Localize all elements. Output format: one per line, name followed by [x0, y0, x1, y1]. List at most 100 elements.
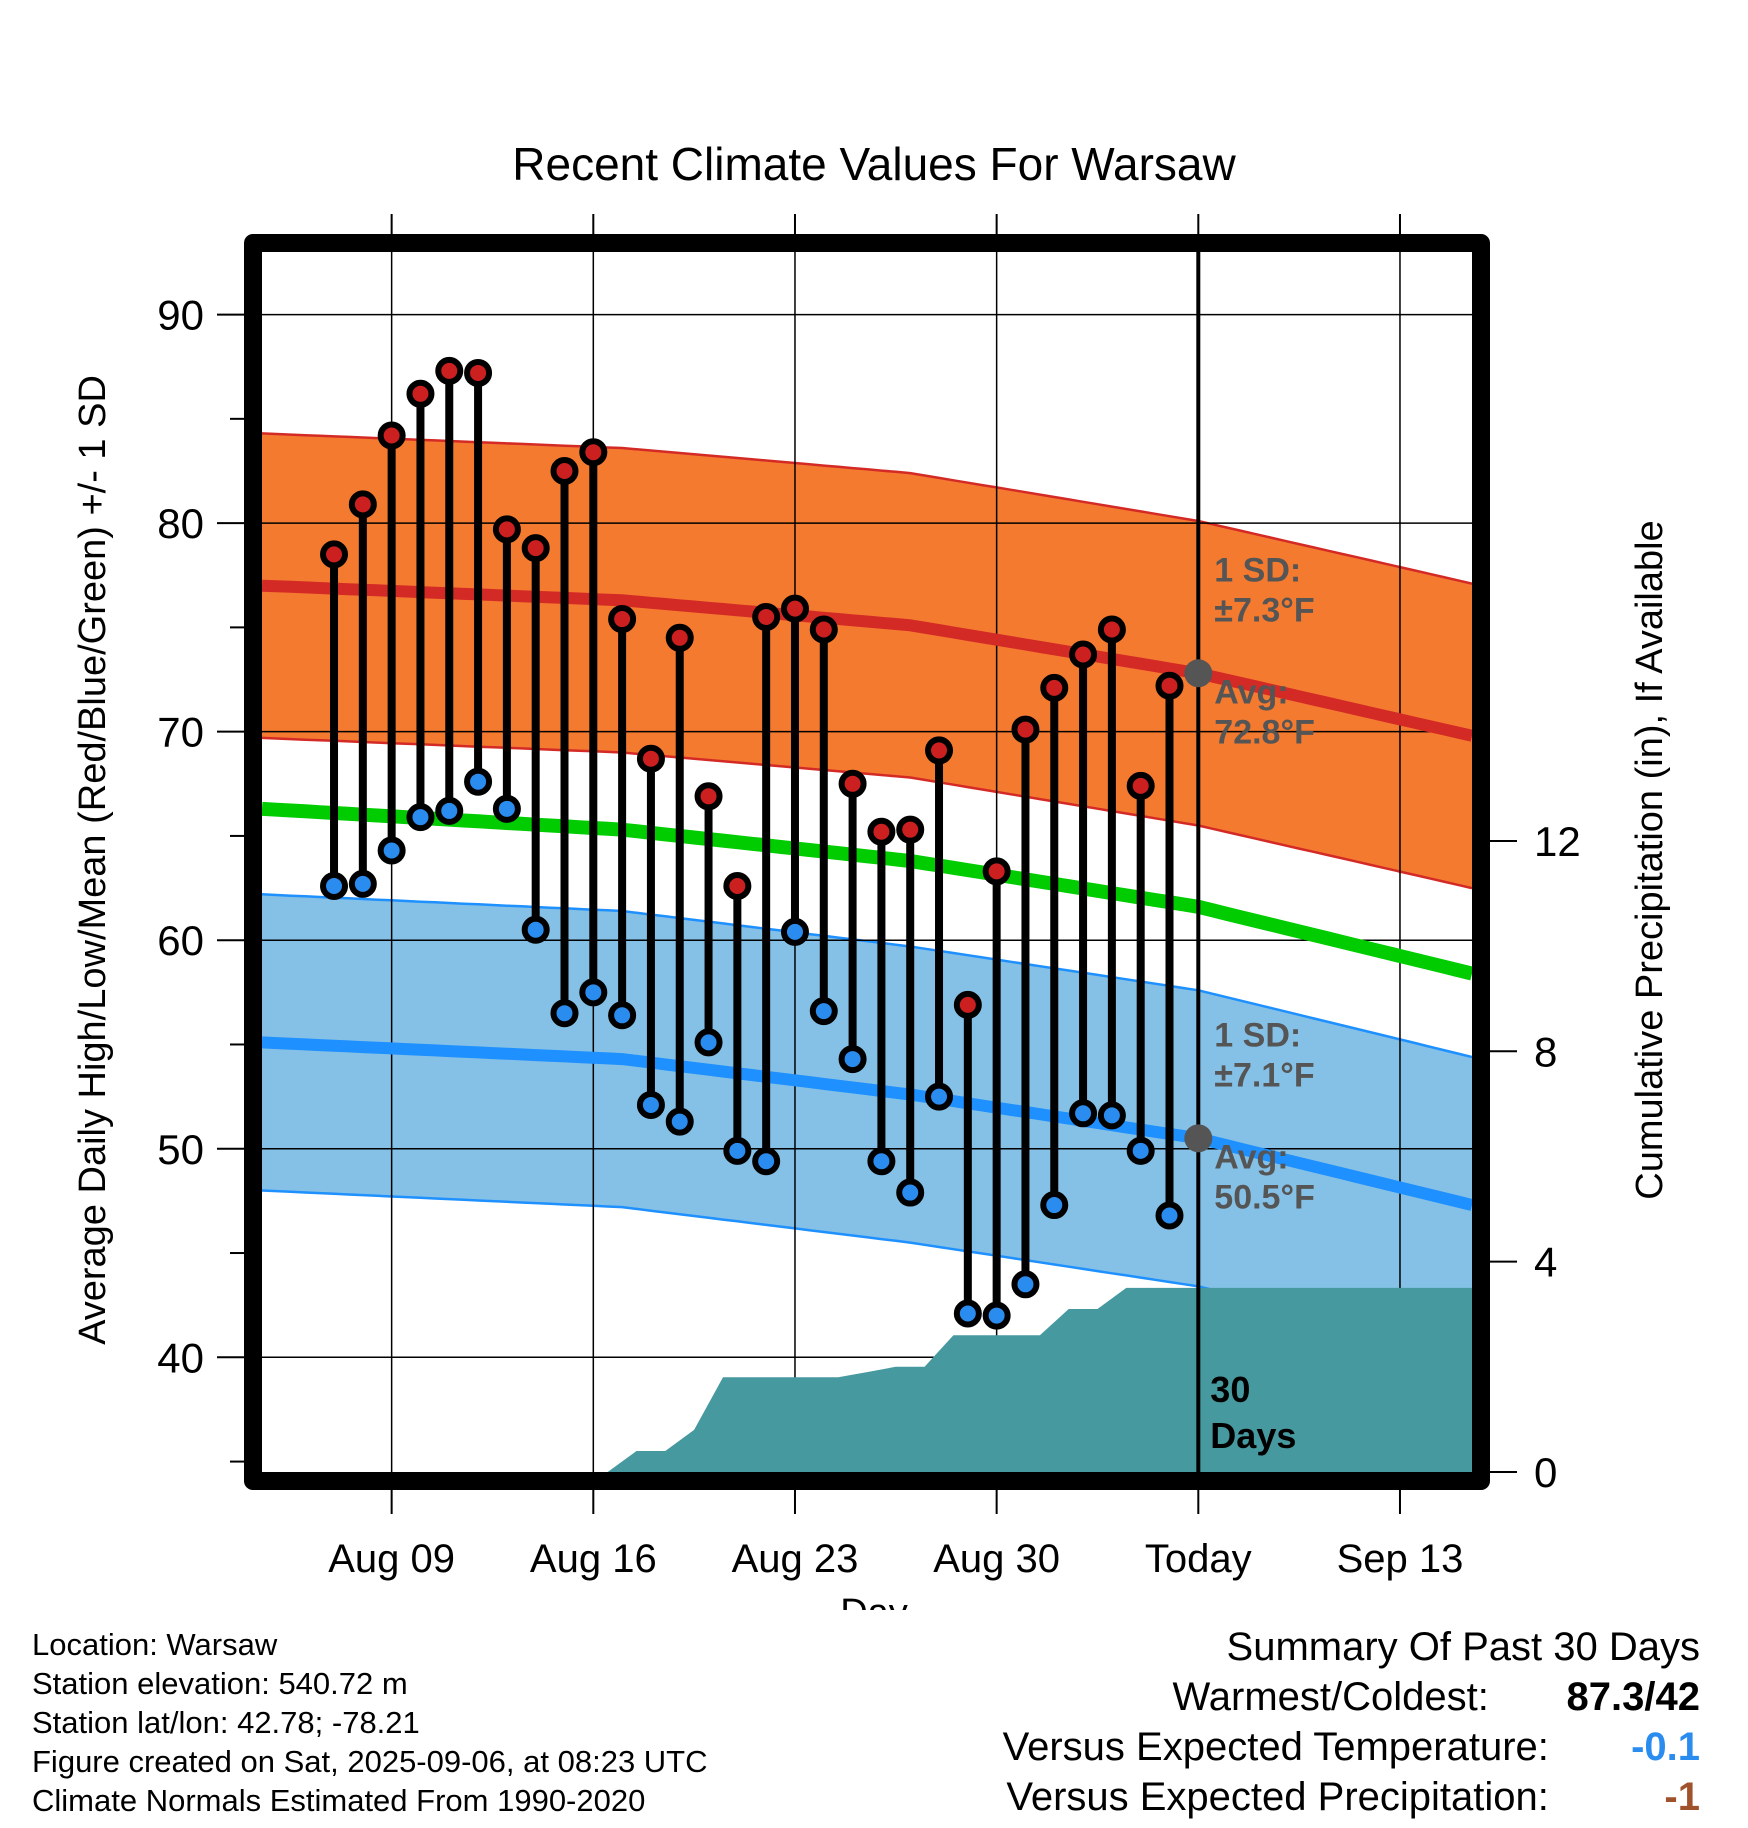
obs-low-point — [723, 1136, 752, 1165]
obs-low-point — [896, 1178, 925, 1207]
obs-low-point — [1155, 1201, 1184, 1230]
summary-warmest-row: Warmest/Coldest: 87.3/42 — [1003, 1672, 1701, 1722]
x-axis-label: Day — [840, 1592, 908, 1610]
low-sd-value: ±7.1°F — [1214, 1056, 1314, 1094]
plot-frame — [244, 234, 1490, 1490]
window-count-label: 30 — [1210, 1369, 1250, 1410]
normal-mean-line — [262, 801, 1472, 981]
obs-high-point — [809, 615, 838, 644]
obs-low-point — [925, 1082, 954, 1111]
high-avg-label: Avg: — [1214, 673, 1288, 711]
y-tick-label: 50 — [157, 1126, 204, 1173]
summary-title: Summary Of Past 30 Days — [1226, 1625, 1700, 1669]
obs-high-point — [867, 817, 896, 846]
obs-low-point — [752, 1147, 781, 1176]
y-tick-label: 80 — [157, 500, 204, 547]
low-avg-label: Avg: — [1214, 1138, 1288, 1176]
obs-high-point — [838, 769, 867, 798]
warmest-label: Warmest/Coldest: — [1172, 1675, 1489, 1719]
obs-high-point — [406, 379, 435, 408]
precipitation-area — [262, 1287, 1472, 1472]
obs-high-point — [320, 540, 349, 569]
obs-low-point — [406, 803, 435, 832]
y-tick-label: 90 — [157, 292, 204, 339]
obs-high-point — [492, 515, 521, 544]
x-tick-label: Aug 09 — [328, 1537, 455, 1581]
y2-axis-label: Cumulative Precipitation (in), If Availa… — [1629, 520, 1671, 1199]
obs-high-point — [608, 605, 637, 634]
climate-chart: Recent Climate Values For Warsaw 4050607… — [72, 138, 1671, 1610]
obs-high-point — [723, 871, 752, 900]
warmest-value: 87.3/42 — [1566, 1675, 1700, 1719]
obs-low-point — [608, 1001, 637, 1030]
today-low-marker — [1184, 1124, 1213, 1153]
elevation-text: Station elevation: 540.72 m — [32, 1666, 408, 1701]
obs-high-point — [665, 623, 694, 652]
x-tick-label: Today — [1145, 1537, 1252, 1581]
obs-high-point — [982, 857, 1011, 886]
obs-high-point — [377, 421, 406, 450]
obs-high-point — [1155, 671, 1184, 700]
obs-high-point — [925, 736, 954, 765]
obs-low-point — [665, 1107, 694, 1136]
latlon-text: Station lat/lon: 42.78; -78.21 — [32, 1705, 420, 1740]
x-tick-label: Sep 13 — [1337, 1537, 1464, 1581]
obs-low-point — [1011, 1270, 1040, 1299]
obs-high-point — [464, 358, 493, 387]
obs-low-point — [838, 1045, 867, 1074]
high-band-upper-edge — [262, 432, 1472, 585]
normal-high-line — [262, 579, 1472, 742]
obs-high-point — [1126, 771, 1155, 800]
obs-high-point — [636, 744, 665, 773]
obs-high-point — [521, 534, 550, 563]
obs-high-point — [694, 782, 723, 811]
normals-text: Climate Normals Estimated From 1990-2020 — [32, 1783, 646, 1818]
x-tick-label: Aug 23 — [732, 1537, 859, 1581]
high-sd-label: 1 SD: — [1214, 551, 1301, 589]
obs-low-point — [320, 871, 349, 900]
obs-high-point — [550, 456, 579, 485]
y2-tick-label: 12 — [1534, 818, 1581, 865]
temp-value: -0.1 — [1631, 1725, 1700, 1769]
obs-high-point — [752, 602, 781, 631]
obs-low-point — [579, 978, 608, 1007]
window-unit-label: Days — [1210, 1415, 1296, 1456]
obs-high-point — [1011, 715, 1040, 744]
y2-tick-label: 4 — [1534, 1239, 1557, 1286]
y-tick-label: 60 — [157, 917, 204, 964]
y2-tick-label: 8 — [1534, 1028, 1557, 1075]
obs-low-point — [636, 1090, 665, 1119]
y-tick-label: 40 — [157, 1334, 204, 1381]
high-avg-value: 72.8°F — [1214, 713, 1315, 751]
obs-low-point — [809, 997, 838, 1026]
x-tick-label: Aug 30 — [933, 1537, 1060, 1581]
created-text: Figure created on Sat, 2025-09-06, at 08… — [32, 1744, 708, 1779]
low-sd-label: 1 SD: — [1214, 1016, 1301, 1054]
precip-label: Versus Expected Precipitation: — [1006, 1775, 1549, 1819]
obs-low-point — [550, 999, 579, 1028]
obs-low-point — [348, 869, 377, 898]
station-info: Location: Warsaw Station elevation: 540.… — [32, 1625, 708, 1820]
obs-high-point — [780, 594, 809, 623]
normal-low-line — [262, 1036, 1472, 1211]
obs-high-point — [953, 990, 982, 1019]
x-tick-label: Aug 16 — [530, 1537, 657, 1581]
obs-high-point — [579, 438, 608, 467]
obs-low-point — [464, 767, 493, 796]
temp-label: Versus Expected Temperature: — [1002, 1725, 1549, 1769]
y-tick-label: 70 — [157, 709, 204, 756]
y-axis-label: Average Daily High/Low/Mean (Red/Blue/Gr… — [72, 375, 114, 1345]
summary-temp-row: Versus Expected Temperature: -0.1 — [1003, 1722, 1700, 1772]
today-high-marker — [1184, 659, 1213, 688]
obs-low-point — [953, 1299, 982, 1328]
location-text: Location: Warsaw — [32, 1627, 278, 1662]
obs-low-point — [1040, 1191, 1069, 1220]
obs-low-point — [377, 836, 406, 865]
precip-value: -1 — [1664, 1775, 1700, 1819]
obs-low-point — [867, 1147, 896, 1176]
summary-precip-row: Versus Expected Precipitation: -1 — [1003, 1772, 1700, 1822]
obs-low-point — [1097, 1101, 1126, 1130]
summary-panel: Summary Of Past 30 Days Warmest/Coldest:… — [1003, 1622, 1700, 1822]
obs-high-point — [896, 815, 925, 844]
low-avg-value: 50.5°F — [1214, 1178, 1315, 1216]
